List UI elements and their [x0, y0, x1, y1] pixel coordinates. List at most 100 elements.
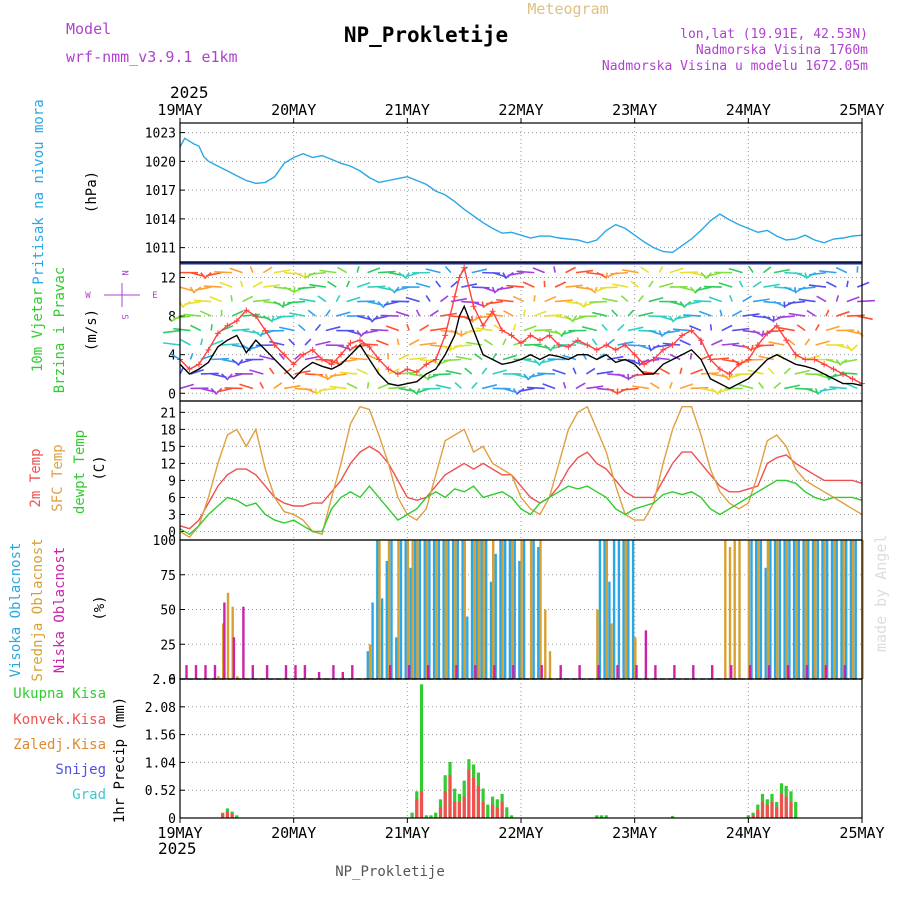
wind-arrow — [319, 269, 337, 274]
wind-arrow — [683, 314, 702, 317]
bar-mid — [226, 592, 230, 679]
gust-marker — [356, 337, 363, 344]
wind-arrow — [742, 313, 760, 317]
wind-arrow — [638, 329, 657, 332]
wind-ylabel-1: 10m Vjetar — [30, 288, 46, 372]
bar-high — [845, 540, 848, 679]
wind-arrow — [396, 338, 400, 346]
wind-arrow — [825, 358, 841, 365]
wind-arrow — [565, 315, 574, 323]
wind-arrow — [808, 284, 827, 288]
bar-high — [759, 540, 763, 679]
wind-arrow — [307, 309, 316, 317]
gust-marker — [773, 322, 780, 329]
y-tick-label: 12 — [160, 457, 176, 472]
wind-arrow — [794, 387, 813, 390]
wind-arrow — [632, 385, 649, 390]
wind-arrow — [492, 369, 507, 375]
bar-total — [505, 807, 509, 818]
gust-marker — [195, 361, 202, 368]
bar-low — [389, 665, 392, 679]
bar-total — [419, 684, 424, 818]
wind-arrow — [502, 387, 518, 394]
bar-high — [451, 540, 455, 679]
wind-arrow — [815, 373, 830, 379]
precip-legend-conv: Konvek.Kisa — [13, 712, 106, 728]
wind-arrow — [388, 386, 407, 390]
wind-arrow — [784, 271, 803, 275]
gust-marker — [328, 361, 335, 368]
wind-arrow — [445, 370, 462, 375]
bar-low — [474, 665, 477, 679]
wind-arrow — [835, 295, 840, 302]
bar-low — [332, 665, 335, 679]
bar-mid — [804, 540, 807, 679]
bar-high — [608, 581, 611, 679]
gust-marker — [300, 351, 307, 358]
wind-arrow — [763, 266, 772, 274]
wind-arrow — [663, 329, 681, 334]
wind-arrow — [435, 384, 452, 390]
bar-low — [692, 665, 695, 679]
y-tick-label: 9 — [168, 474, 176, 489]
watermark: made by Angel — [872, 535, 890, 652]
x-tick-label-top: 19MAY — [157, 101, 202, 119]
wind-arrow — [385, 325, 400, 332]
wind-arrow — [386, 353, 390, 360]
bar-low — [635, 665, 638, 679]
wind-arrow — [690, 386, 709, 390]
wind-arrow — [408, 387, 418, 395]
wind-arrow — [346, 382, 358, 390]
bar-high — [797, 540, 800, 679]
wind-arrow — [804, 387, 819, 394]
bar-high — [414, 540, 417, 679]
x-tick-label-bottom: 21MAY — [385, 824, 430, 842]
wind-arrow — [554, 281, 567, 288]
y-tick-label: 50 — [160, 604, 176, 619]
wind-arrow — [180, 339, 191, 346]
wind-arrow — [773, 268, 790, 274]
series-line-sfc — [179, 405, 863, 539]
wind-arrow — [794, 369, 810, 375]
y-tick-label: 21 — [160, 406, 176, 421]
wind-arrow — [841, 358, 858, 364]
wind-arrow — [638, 311, 654, 317]
bar-high — [773, 540, 777, 679]
series-line-mean — [179, 304, 863, 390]
wind-arrow — [748, 369, 764, 375]
wind-arrow — [252, 329, 262, 337]
wind-arrow — [195, 286, 212, 291]
bar-high — [470, 540, 474, 679]
bar-total — [509, 815, 514, 818]
wind-arrow — [617, 324, 625, 332]
bar-low — [294, 665, 297, 679]
wind-arrow — [327, 280, 337, 288]
bar-high — [513, 540, 516, 679]
gust-marker — [489, 308, 496, 315]
precip-legend-total: Ukupna Kisa — [13, 686, 106, 702]
wind-arrow — [252, 298, 271, 303]
wind-arrow — [503, 310, 514, 317]
wind-arrow — [252, 281, 263, 288]
wind-arrow — [512, 295, 525, 303]
bar-conv — [415, 799, 419, 818]
y-tick-label: 6 — [168, 491, 176, 506]
bar-mid — [539, 540, 542, 679]
gust-marker — [707, 356, 714, 363]
bar-high — [522, 540, 526, 679]
bar-conv — [789, 802, 793, 818]
wind-arrow — [398, 353, 410, 361]
bar-conv — [500, 802, 504, 818]
wind-arrow — [294, 370, 311, 375]
precip-legend-snow: Snijeg — [55, 762, 106, 778]
wind-arrow — [370, 328, 389, 332]
wind-arrow — [627, 326, 644, 332]
wind-arrow — [752, 298, 770, 303]
wind-arrow — [825, 309, 830, 317]
bar-mid — [548, 651, 552, 679]
gust-marker — [243, 307, 250, 314]
wind-arrow — [429, 309, 439, 317]
wind-arrow — [231, 310, 244, 317]
gust-marker — [612, 346, 619, 353]
